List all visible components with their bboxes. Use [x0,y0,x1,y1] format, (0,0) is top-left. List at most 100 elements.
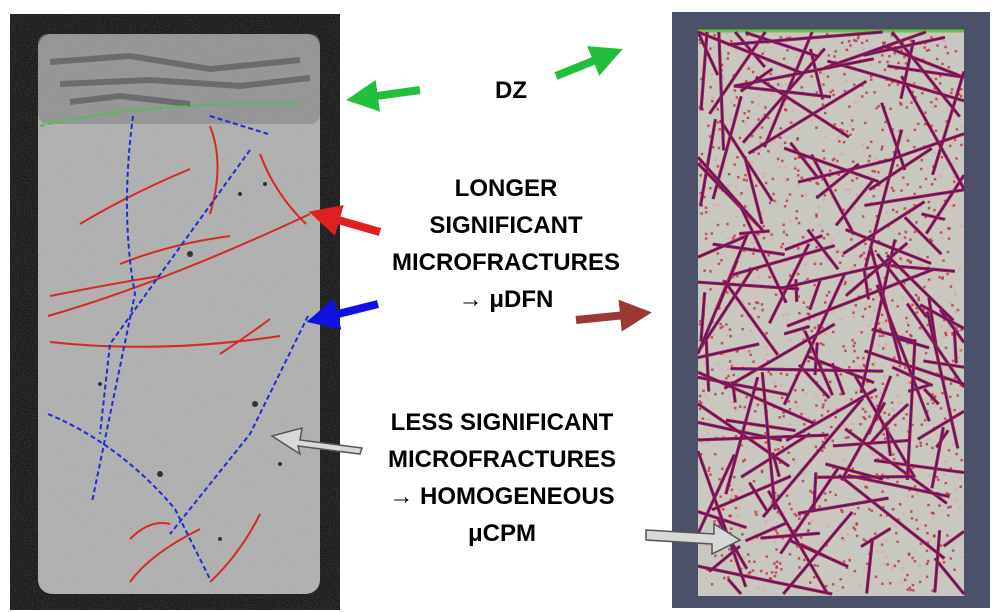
speckle-cell [824,111,827,115]
speckle-cell [717,121,720,124]
speckle-cell [917,122,920,126]
speckle-cell [836,589,840,592]
speckle-cell [937,478,940,481]
speckle-cell [782,223,785,227]
speckle-cell [862,356,865,360]
fracture-line [772,452,780,477]
fracture-line [734,31,766,68]
speckle-cell [934,77,938,81]
speckle-cell [838,140,841,143]
speckle-cell [912,589,915,592]
fracture-line [744,156,763,225]
speckle-cell [915,198,918,201]
fracture-line [739,230,770,235]
fracture-line [724,323,835,389]
fracture-line [809,280,821,311]
speckle-cell [913,192,916,196]
fracture-line [906,339,916,480]
speckle-cell [936,44,939,47]
fracture-line [697,281,800,290]
speckle-cell [927,559,930,563]
speckle-cell [727,173,731,176]
speckle-cell [840,153,844,156]
speckle-cell [774,571,778,574]
speckle-cell [767,150,770,153]
speckle-cell [861,407,865,411]
speckle-cell [910,510,913,513]
speckle-cell [860,253,864,257]
speckle-cell [709,187,712,190]
speckle-cell [861,143,864,147]
speckle-cell [930,239,933,243]
fracture-line [931,71,965,176]
speckle-cell [787,400,790,403]
speckle-cell [741,327,744,331]
speckle-cell [817,205,821,209]
speckle-cell [824,499,827,502]
speckle-cell [874,250,877,253]
speckle-cell [924,122,927,126]
speckle-cell [876,550,879,553]
fracture-line [730,367,884,372]
fracture-line [904,216,942,255]
speckle-cell [953,408,956,412]
speckle-cell [795,217,798,220]
speckle-cell [770,93,773,96]
speckle-cell [819,342,822,345]
speckle-cell [890,186,894,190]
speckle-cell [932,512,935,515]
speckle-cell [905,495,909,498]
fracture-line [931,427,945,489]
speckle-cell [868,415,871,418]
speckle-cell [829,91,832,94]
speckle-cell [722,77,725,80]
speckle-cell [770,233,773,236]
speckle-cell [960,225,963,228]
speckle-cell [794,389,797,392]
speckle-cell [882,321,885,325]
speckle-cell [802,338,806,341]
speckle-cell [788,408,792,411]
speckle-cell [726,368,730,371]
dz-arrow-right [554,46,623,80]
speckle-cell [873,91,876,94]
speckle-cell [764,345,767,349]
speckle-cell [845,533,849,536]
speckle-cell [797,169,800,172]
speckle-cell [760,126,764,129]
speckle-cell [704,206,708,209]
speckle-cell [953,180,956,183]
speckle-cell [803,156,807,160]
speckle-cell [855,523,858,526]
speckle-cell [882,506,885,509]
speckle-cell [859,423,862,426]
speckle-cell [801,479,805,483]
speckle-cell [862,363,865,367]
speckle-cell [730,39,733,43]
speckle-cell [725,323,728,326]
speckle-cell [853,341,856,345]
speckle-cell [843,424,846,427]
speckle-cell [855,391,858,394]
speckle-cell [780,384,783,387]
damage-zone-texture [49,52,311,107]
speckle-cell [951,304,954,307]
speckle-cell [730,401,733,404]
speckle-cell [930,511,934,515]
red-fracture-traces [47,125,311,583]
speckle-cell [861,95,864,98]
speckle-cell [878,327,881,331]
speckle-cell [711,96,714,100]
speckle-cell [873,170,877,173]
speckle-cell [815,213,818,216]
speckle-cell [850,398,853,401]
speckle-cell [795,545,799,548]
speckle-cell [699,320,702,323]
speckle-cell [956,329,960,333]
speckle-cell [881,550,885,553]
speckle-cell [958,477,962,480]
speckle-cell [745,33,749,37]
speckle-cell [933,178,937,181]
speckle-cell [796,272,800,276]
speckle-cell [721,467,724,471]
